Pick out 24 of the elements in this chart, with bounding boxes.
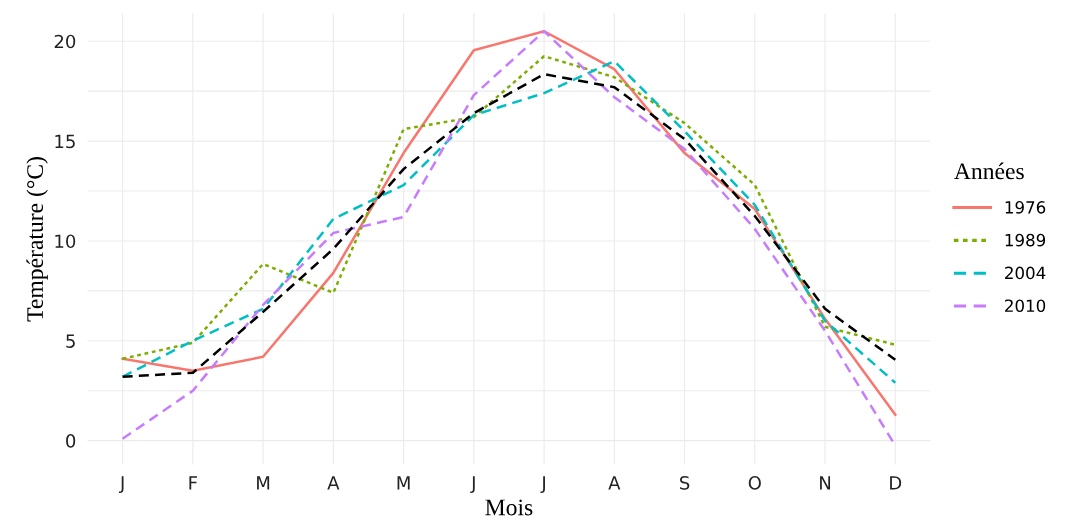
- x-tick-label: N: [820, 476, 831, 490]
- y-tick-label: 5: [66, 334, 75, 348]
- x-tick-label: D: [890, 476, 902, 490]
- legend-title: Années: [954, 162, 1024, 180]
- legend-label: 1976: [1005, 201, 1046, 214]
- y-tick-label: 10: [55, 234, 76, 249]
- x-tick-label: A: [608, 476, 621, 490]
- legend-label: 1989: [1005, 233, 1046, 247]
- x-tick-label: J: [119, 476, 124, 494]
- x-tick-label: M: [257, 476, 270, 490]
- legend-label: 2004: [1005, 266, 1046, 280]
- x-tick-label: M: [397, 476, 410, 490]
- y-tick-label: 0: [66, 434, 76, 448]
- y-tick-label: 20: [54, 34, 76, 49]
- y-axis-title: Température (°C): [26, 157, 48, 322]
- x-tick-label: J: [470, 476, 475, 494]
- x-tick-label: F: [189, 476, 197, 490]
- x-axis-title: Mois: [485, 499, 533, 516]
- x-tick-label: A: [327, 476, 340, 490]
- x-tick-label: S: [680, 476, 690, 490]
- x-tick-label: J: [540, 476, 545, 494]
- x-tick-label: O: [748, 476, 761, 490]
- legend-label: 2010: [1005, 299, 1046, 313]
- y-tick-label: 15: [55, 134, 75, 149]
